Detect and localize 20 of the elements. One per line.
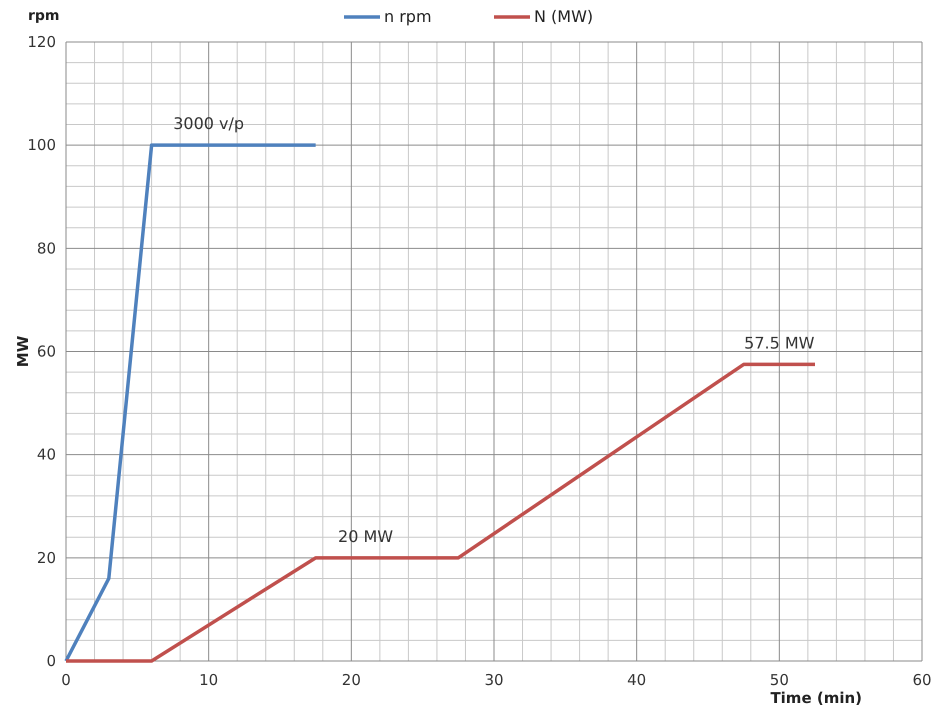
- legend-label: N (MW): [534, 7, 594, 26]
- x-tick-label: 10: [199, 671, 218, 689]
- x-tick-label: 40: [627, 671, 646, 689]
- x-tick-label: 30: [484, 671, 504, 689]
- y-tick-label: 60: [36, 342, 56, 360]
- x-tick-label: 50: [770, 671, 789, 689]
- y-tick-label: 20: [36, 548, 56, 567]
- y-tick-label: 120: [27, 33, 56, 51]
- y-tick-label: 80: [36, 239, 56, 258]
- x-tick-label: 20: [342, 671, 361, 689]
- y-tick-label: 40: [36, 446, 56, 464]
- annotation: 57.5 MW: [744, 333, 815, 352]
- x-tick-label: 0: [61, 671, 71, 689]
- text: rpm: [28, 8, 60, 24]
- legend-label: n rpm: [384, 7, 432, 26]
- x-tick-label: 60: [912, 671, 932, 689]
- y-axis-title: MW: [14, 335, 32, 368]
- x-axis-title: Time (min): [770, 689, 862, 707]
- y-tick-label: 0: [46, 652, 56, 670]
- y-tick-label: 100: [27, 136, 56, 154]
